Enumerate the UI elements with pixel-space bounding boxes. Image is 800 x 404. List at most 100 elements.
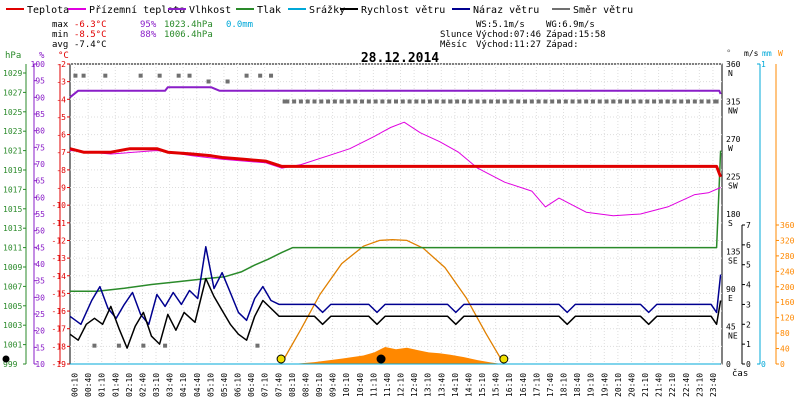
x-tick-label: 22:10 (668, 373, 677, 397)
unit-ms: m/s (744, 49, 759, 58)
legend-label-vlhkost: Vlhkost (189, 5, 231, 16)
stats-min-hum: 88% (140, 30, 157, 40)
press-tick-label: 1009 (3, 263, 22, 272)
press-tick-label: 1001 (3, 341, 22, 350)
series-smer-vetru-point (187, 73, 192, 78)
unit-dir: ° (726, 49, 731, 59)
temp-tick-label: -7 (56, 148, 66, 157)
series-smer-vetru-point (339, 99, 344, 104)
sun-label: Slunce (440, 30, 473, 40)
temp-tick-label: -5 (56, 113, 66, 122)
x-tick-label: 23:10 (695, 373, 704, 397)
series-smer-vetru-point (225, 79, 230, 84)
solar-tick-label: 0 (780, 360, 785, 369)
legend-item-rychlost-vetru: Rychlost větru (340, 4, 445, 16)
series-smer-vetru-point (550, 99, 555, 104)
ms-tick-label: 2 (746, 320, 751, 329)
temp-tick-label: -14 (52, 272, 67, 281)
dir-tick-name: SE (728, 257, 738, 266)
x-tick-label: 14:40 (464, 373, 473, 397)
series-smer-vetru-point (584, 99, 589, 104)
series-prizemni-teplota (69, 121, 721, 217)
x-tick-label: 06:10 (234, 373, 243, 397)
ms-tick-label: 1 (746, 340, 751, 349)
x-tick-label: 13:40 (437, 373, 446, 397)
temp-tick-label: -12 (52, 236, 67, 245)
dir-tick-label: 225 (726, 173, 741, 182)
x-tick-label: 10:40 (356, 373, 365, 397)
stats-max-hum: 95% (140, 20, 157, 30)
series-smer-vetru-point (529, 99, 534, 104)
x-tick-label: 08:10 (288, 373, 297, 397)
temp-tick-label: -10 (52, 201, 67, 210)
series-smer-vetru-point (577, 99, 582, 104)
legend-item-naraz-vetru: Náraz větru (452, 4, 539, 16)
series-vlhkost (69, 86, 722, 99)
stats-min-press: 1006.4hPa (164, 30, 213, 40)
series-smer-vetru-point (92, 343, 97, 348)
series-smer-vetru-point (81, 73, 86, 78)
x-tick-label: 18:10 (560, 373, 569, 397)
series-smer-vetru-point (441, 99, 446, 104)
dir-tick-label: 180 (726, 210, 741, 219)
x-tick-label: 15:40 (492, 373, 501, 397)
series-smer-vetru-point (461, 99, 466, 104)
dir-tick-label: 360 (726, 60, 741, 69)
series-smer-vetru-point (285, 99, 290, 104)
x-tick-label: 08:40 (301, 373, 310, 397)
x-tick-label: 01:10 (98, 373, 107, 397)
legend-item-prizemni-teplota: Přízemní teplota (68, 4, 185, 16)
stats-avg-label: avg (52, 40, 68, 50)
series-smer-vetru-point (638, 99, 643, 104)
series-smer-vetru-point (73, 73, 78, 78)
x-tick-label: 14:10 (451, 373, 460, 397)
series-smer-vetru-point (570, 99, 575, 104)
temp-tick-label: -3 (56, 78, 66, 87)
series-smer-vetru-point (611, 99, 616, 104)
sun-rise: Východ:07:46 (476, 30, 541, 40)
series-smer-vetru-point (543, 99, 548, 104)
series-smer-vetru-point (421, 99, 426, 104)
stats-min-label: min (52, 30, 68, 40)
series-smer-vetru-point (597, 99, 602, 104)
unit-time: čas (732, 368, 748, 379)
ms-tick-label: 7 (746, 221, 751, 230)
series-smer-vetru-point (618, 99, 623, 104)
series-smer-vetru-point (713, 99, 718, 104)
plot-area: 00:10 00:40 01:10 01:40 02:10 02:40 03:10 03:40… (2, 60, 795, 397)
x-tick-label: 03:10 (152, 373, 161, 397)
x-tick-label: 16:40 (519, 373, 528, 397)
series-smer-vetru-point (282, 99, 287, 104)
temp-tick-label: -9 (56, 184, 66, 193)
press-tick-label: 1005 (3, 302, 22, 311)
series-smer-vetru-point (366, 99, 371, 104)
series-smer-vetru-point (645, 99, 650, 104)
series-smer-vetru-point (523, 99, 528, 104)
hum-tick-label: 45 (35, 243, 45, 252)
marker-moon-axis (2, 355, 10, 363)
temp-tick-label: -15 (52, 289, 67, 298)
series-smer-vetru-point (706, 99, 711, 104)
stats-rain: 0.0mm (226, 20, 253, 30)
series-smer-vetru-point (604, 99, 609, 104)
series-smer-vetru-point (658, 99, 663, 104)
series-smer-vetru-point (298, 99, 303, 104)
series-smer-vetru-point (475, 99, 480, 104)
x-tick-label: 09:10 (315, 373, 324, 397)
hum-tick-label: 75 (35, 143, 45, 152)
dir-tick-label: 0 (726, 360, 731, 369)
legend-item-tlak: Tlak (236, 5, 281, 16)
x-tick-label: 02:10 (125, 373, 134, 397)
press-tick-label: 1003 (3, 321, 22, 330)
stats-block: max -6.3°C 95% 1023.4hPa 0.0mm min -8.5°… (52, 20, 606, 50)
moon-set: Západ: (546, 40, 579, 50)
x-tick-label: 04:10 (179, 373, 188, 397)
x-tick-label: 20:10 (614, 373, 623, 397)
legend-label-srazky: Srážky (309, 4, 345, 16)
ms-tick-label: 3 (746, 300, 751, 309)
x-tick-label: 06:40 (247, 373, 256, 397)
series-smer-vetru-point (509, 99, 514, 104)
series-smer-vetru-point (258, 73, 263, 78)
stats-avg-temp: -7.4°C (74, 40, 107, 50)
solar-tick-label: 40 (780, 345, 790, 354)
